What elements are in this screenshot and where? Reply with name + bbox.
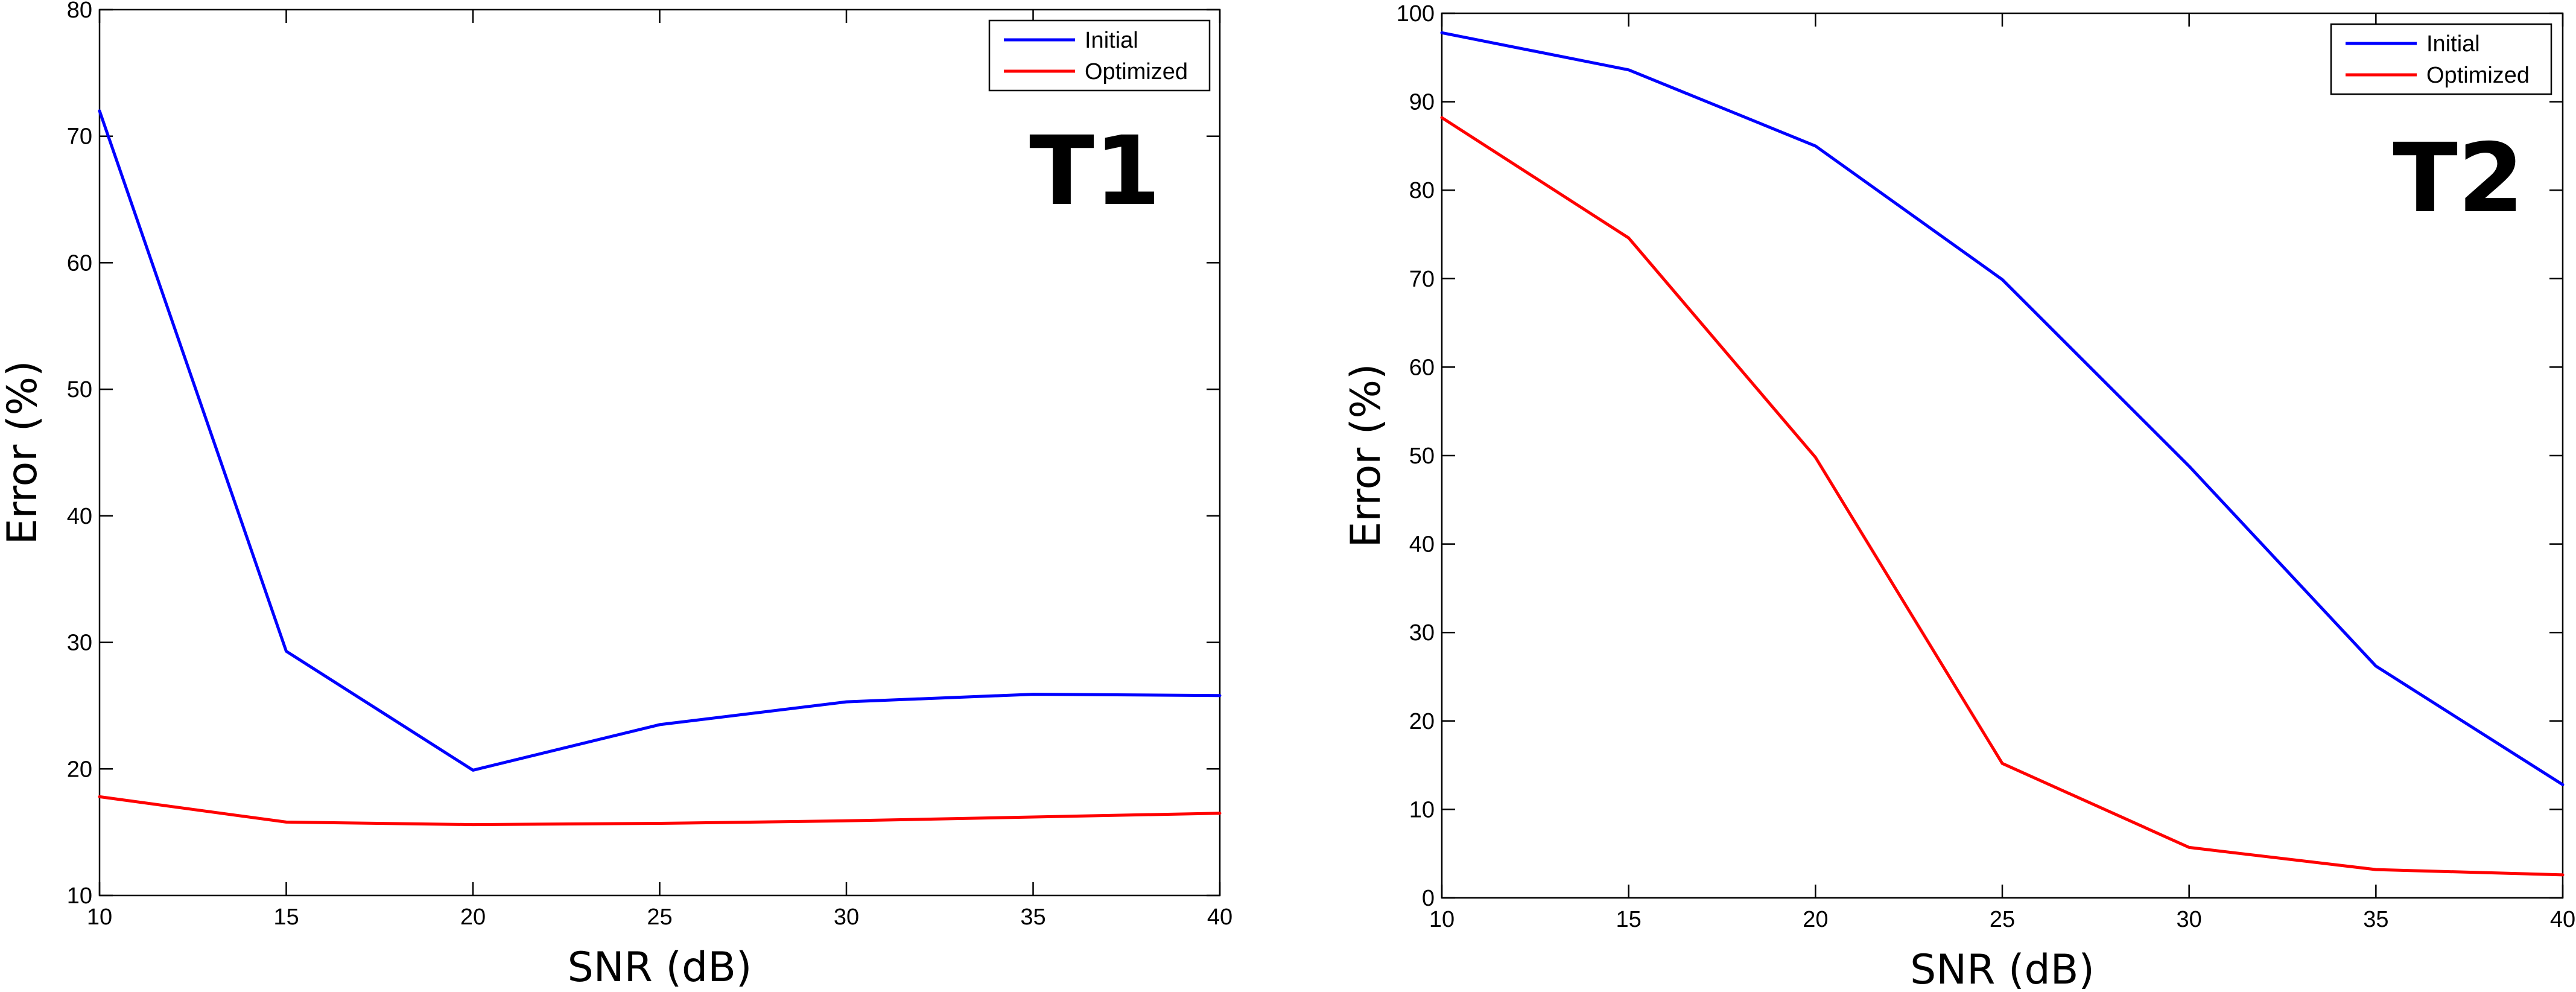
legend: Initial Optimized	[2330, 23, 2552, 95]
y-tick-label: 90	[1409, 90, 1435, 115]
y-axis-label: Error (%)	[1342, 363, 1390, 547]
x-tick-label: 10	[87, 905, 112, 930]
series-line-optimized	[98, 795, 1222, 827]
x-tick-label: 10	[1429, 907, 1455, 932]
y-tick-label: 80	[1409, 178, 1435, 203]
y-tick-label: 20	[67, 757, 92, 782]
legend-box	[2330, 23, 2552, 95]
y-tick-label: 20	[1409, 709, 1435, 734]
legend-box	[988, 19, 1211, 92]
series-line-initial	[98, 109, 1222, 772]
x-tick-label: 20	[1803, 907, 1828, 932]
y-tick-label: 100	[1397, 1, 1435, 27]
y-tick-label: 0	[1422, 886, 1435, 911]
x-tick-label: 25	[647, 905, 672, 930]
y-tick-label: 40	[67, 504, 92, 529]
legend-label-optimized: Optimized	[2426, 63, 2530, 88]
chart-t2: 10 15 20 25 30 35 400102030405060708090100SNR …	[1342, 1, 2575, 992]
x-tick-label: 35	[1020, 905, 1045, 930]
x-tick-label: 25	[1990, 907, 2015, 932]
x-axis-label: SNR (dB)	[1910, 946, 2095, 992]
panel-label: T1	[1029, 116, 1161, 227]
y-tick-label: 30	[1409, 620, 1435, 646]
y-tick-label: 60	[67, 250, 92, 276]
y-tick-label: 30	[67, 631, 92, 656]
y-tick-label: 80	[67, 0, 92, 23]
y-tick-label: 40	[1409, 532, 1435, 558]
legend-label-initial: Initial	[2426, 31, 2480, 57]
x-tick-label: 30	[834, 905, 859, 930]
x-axis-label: SNR (dB)	[568, 944, 752, 991]
x-tick-label: 15	[273, 905, 299, 930]
y-tick-label: 50	[1409, 444, 1435, 469]
y-tick-label: 70	[1409, 267, 1435, 292]
series-line-optimized	[1440, 116, 2565, 877]
panel-label: T2	[2393, 123, 2524, 234]
x-tick-label: 40	[2550, 907, 2575, 932]
x-tick-label: 30	[2177, 907, 2202, 932]
x-tick-label: 15	[1616, 907, 1642, 932]
x-tick-label: 20	[460, 905, 486, 930]
y-tick-label: 10	[67, 883, 92, 909]
y-axis-label: Error (%)	[0, 360, 46, 544]
legend: Initial Optimized	[988, 19, 1211, 92]
chart-t1: 10 15 20 25 30 35 40 10 20 30 40 50 60 70 80 SNR (dB) Er…	[0, 0, 1232, 991]
y-tick-label: 70	[67, 124, 92, 150]
x-tick-label: 40	[1207, 905, 1232, 930]
series-line-initial	[1440, 31, 2565, 786]
legend-label-optimized: Optimized	[1085, 59, 1188, 84]
y-tick-label: 60	[1409, 355, 1435, 380]
x-tick-label: 35	[2363, 907, 2388, 932]
y-tick-label: 50	[67, 377, 92, 402]
legend-label-initial: Initial	[1085, 28, 1138, 53]
y-tick-label: 10	[1409, 797, 1435, 822]
